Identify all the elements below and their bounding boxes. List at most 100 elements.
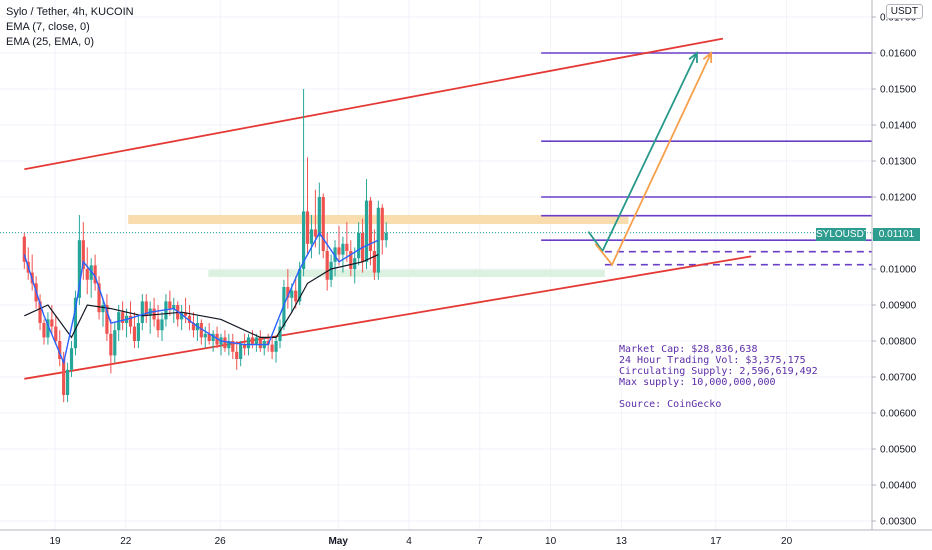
price-tag-symbol: SYLOUSDT (816, 228, 870, 241)
candle-body (89, 265, 93, 280)
candle-body (250, 337, 255, 345)
candle-body (274, 341, 278, 352)
y-tick-label: 0.00400 (880, 481, 917, 492)
y-tick-label: 0.00800 (880, 337, 917, 348)
candle-body (136, 323, 140, 341)
candle-body (227, 341, 231, 349)
candle-body (376, 207, 380, 273)
channel-upper-line (24, 37, 724, 171)
volume-text: 24 Hour Trading Vol: $3,375,175 (619, 355, 806, 366)
candle-body (309, 229, 314, 244)
candle-body (345, 243, 349, 251)
x-tick-label: 4 (406, 536, 412, 547)
candle-body (333, 247, 337, 262)
candle-body (97, 283, 101, 313)
candle-body (73, 297, 78, 349)
source-text: Source: CoinGecko (619, 399, 722, 410)
currency-label[interactable]: USDT (885, 4, 923, 19)
candle-body (254, 337, 258, 345)
candle-body (368, 200, 373, 251)
zone-green (208, 269, 605, 277)
y-tick-label: 0.00300 (880, 517, 917, 528)
candle-body (58, 341, 62, 359)
candle-body (69, 348, 74, 370)
x-tick-label: 17 (710, 536, 722, 547)
candle-body (50, 319, 54, 327)
candle-body (152, 308, 156, 320)
candle-body (364, 200, 369, 262)
candle-body (183, 312, 188, 316)
y-tick-label: 0.00600 (880, 409, 917, 420)
candle-body (42, 323, 46, 338)
candle-body (140, 301, 144, 323)
legend-symbol[interactable]: Sylo / Tether, 4h, KUCOIN (6, 6, 134, 18)
candle-body (380, 207, 384, 241)
candle-body (121, 312, 125, 323)
x-tick-label: May (328, 536, 348, 547)
projection-arrow-orange (594, 52, 712, 267)
candle-body (77, 240, 81, 298)
legend-ema25[interactable]: EMA (25, EMA, 0) (6, 36, 95, 48)
candle-body (62, 359, 66, 395)
projection-arrow-teal-head (688, 51, 698, 64)
candle-body (81, 240, 85, 269)
x-tick-label: 13 (616, 536, 628, 547)
market-info-note: Market Cap: $28,836,638 24 Hour Trading … (619, 344, 818, 410)
candle-body (294, 290, 298, 302)
candle-body (341, 243, 345, 255)
candle-body (199, 323, 203, 338)
y-tick-label: 0.01200 (880, 193, 917, 204)
candle-body (223, 337, 227, 349)
candle-body (132, 326, 137, 341)
candle-body (349, 251, 353, 269)
candle-body (321, 197, 325, 251)
candle-body (258, 337, 262, 349)
y-tick-label: 0.01300 (880, 157, 917, 168)
y-tick-label: 0.01500 (880, 85, 917, 96)
candle-body (203, 333, 207, 338)
candle-body (38, 301, 42, 323)
candle-body (105, 305, 109, 334)
candle-body (113, 330, 117, 356)
candle-body (246, 337, 251, 349)
candle-body (329, 261, 333, 280)
candle-body (239, 344, 243, 359)
chart-legend: Sylo / Tether, 4h, KUCOIN EMA (7, close,… (6, 5, 134, 50)
y-tick-label: 0.00500 (880, 445, 917, 456)
candle-body (54, 326, 58, 341)
y-tick-label: 0.01400 (880, 121, 917, 132)
ema7-line (23, 231, 379, 365)
candle-body (187, 315, 192, 323)
candle-body (231, 341, 235, 352)
max-supply-text: Max supply: 10,000,000,000 (619, 377, 776, 388)
channel-lower-line (24, 255, 752, 380)
x-tick-label: 20 (781, 536, 793, 547)
candle-body (305, 211, 310, 244)
candle-body (191, 323, 196, 331)
candle-body (298, 269, 302, 302)
x-tick-label: 26 (215, 536, 227, 547)
candle-body (101, 305, 105, 313)
candle-body (156, 319, 160, 331)
y-tick-label: 0.00700 (880, 373, 917, 384)
candle-body (65, 369, 70, 395)
candle-body (144, 301, 148, 316)
y-tick-label: 0.00900 (880, 301, 917, 312)
circulating-supply-text: Circulating Supply: 2,596,619,492 (619, 366, 818, 377)
candle-body (325, 251, 329, 280)
y-tick-label: 0.01600 (880, 49, 917, 60)
candle-body (22, 236, 26, 262)
ema25-line (24, 254, 379, 339)
x-tick-label: 19 (49, 536, 61, 547)
candle-body (180, 312, 184, 320)
candle-body (384, 233, 388, 241)
legend-ema7[interactable]: EMA (7, close, 0) (6, 21, 90, 33)
candle-body (235, 351, 239, 359)
candle-body (317, 197, 321, 237)
candle-body (372, 251, 376, 273)
projection-arrow-orange-head (702, 51, 713, 64)
candle-body (168, 301, 172, 309)
candle-body (46, 319, 50, 338)
candle-body (290, 290, 294, 298)
